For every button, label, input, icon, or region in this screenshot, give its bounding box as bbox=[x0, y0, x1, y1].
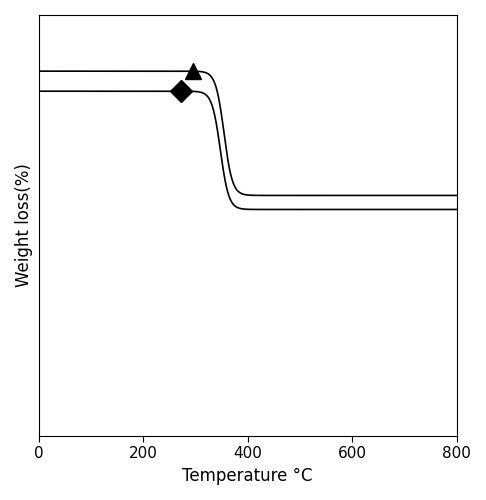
X-axis label: Temperature °C: Temperature °C bbox=[182, 467, 313, 485]
Y-axis label: Weight loss(%): Weight loss(%) bbox=[15, 164, 33, 288]
